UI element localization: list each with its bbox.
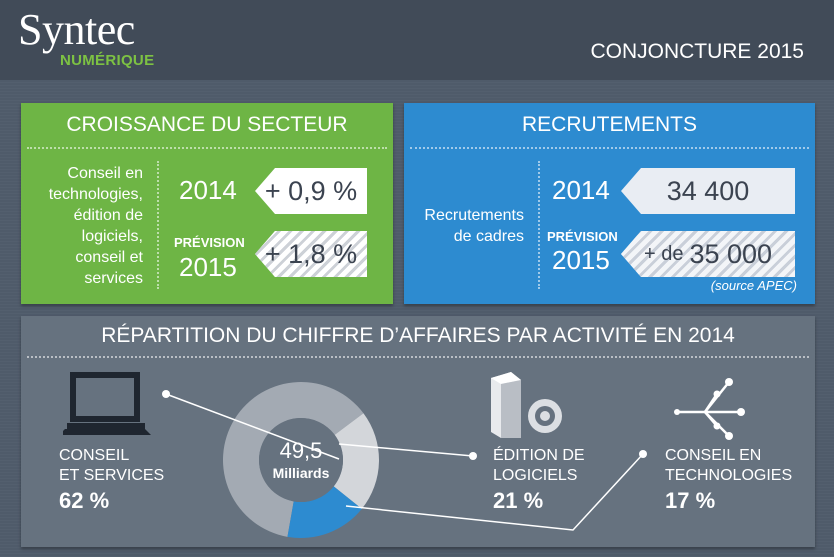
divider-vertical — [157, 161, 159, 289]
activity-pct-conseil-services: 62 % — [59, 488, 110, 513]
divider — [27, 147, 387, 149]
recrutements-title: RECRUTEMENTS — [521, 113, 697, 136]
connector-technologies — [345, 453, 644, 531]
description-line: conseil et — [75, 249, 143, 266]
activity-pct-edition: 21 % — [493, 488, 544, 513]
logo-subtitle: NUMÉRIQUE — [60, 52, 155, 69]
source-note: (source APEC) — [710, 278, 797, 293]
activity-label-technologies: CONSEIL EN TECHNOLOGIES — [665, 446, 792, 486]
growth-2014-value: + 0,9 % — [255, 168, 367, 214]
repartition-panel: RÉPARTITION DU CHIFFRE D’AFFAIRES PAR AC… — [21, 316, 815, 547]
connector-conseil-services — [165, 393, 340, 460]
label-line: ÉDITION DE — [493, 447, 585, 464]
activity-label-edition: ÉDITION DE LOGICIELS — [493, 446, 585, 486]
year-2015: 2015 — [552, 245, 610, 275]
description-line: services — [84, 270, 143, 287]
prevision-label: PRÉVISION — [174, 235, 245, 250]
connector-edition — [338, 443, 474, 457]
recruit-2014-value: 34 400 — [621, 168, 795, 214]
description-line: Recrutements — [424, 207, 524, 224]
label-line: TECHNOLOGIES — [665, 467, 793, 484]
laptop-icon — [63, 372, 151, 435]
description-line: Conseil en — [67, 165, 143, 182]
divider — [27, 356, 809, 358]
prevision-label: PRÉVISION — [547, 229, 618, 244]
recruit-2015-value: + de 35 000 — [621, 231, 795, 277]
page-title: CONJONCTURE 2015 — [590, 40, 804, 63]
value-number: 35 000 — [689, 238, 773, 269]
repartition-title: RÉPARTITION DU CHIFFRE D’AFFAIRES PAR AC… — [101, 324, 735, 347]
connector-lines — [162, 390, 647, 531]
year-2014: 2014 — [552, 175, 610, 205]
label-line: CONSEIL — [59, 447, 130, 464]
label-line: LOGICIELS — [493, 467, 578, 484]
logo-text: Syntec — [18, 5, 135, 54]
donut-hole — [259, 418, 343, 502]
slice-conseil-technologies — [287, 486, 362, 538]
croissance-title: CROISSANCE DU SECTEUR — [66, 113, 348, 136]
activity-label-conseil-services: CONSEIL ET SERVICES — [59, 446, 164, 486]
label-line: CONSEIL EN — [665, 447, 762, 464]
slice-conseil-services — [223, 382, 364, 537]
divider-vertical — [538, 161, 540, 289]
description-line: logiciels, — [81, 228, 143, 245]
growth-2015-value: + 1,8 % — [255, 231, 367, 277]
slice-edition-logiciels — [333, 413, 379, 509]
recrutements-description: Recrutements de cadres — [406, 205, 524, 247]
activity-pct-technologies: 17 % — [665, 488, 716, 513]
software-box-icon — [491, 372, 562, 438]
year-2014: 2014 — [179, 175, 237, 205]
header: Syntec NUMÉRIQUE CONJONCTURE 2015 — [0, 0, 834, 80]
network-icon — [674, 378, 745, 440]
croissance-panel: CROISSANCE DU SECTEUR Conseil en technol… — [21, 103, 393, 304]
label-line: ET SERVICES — [59, 467, 165, 484]
description-line: édition de — [73, 207, 143, 224]
recrutements-panel: RECRUTEMENTS Recrutements de cadres 2014… — [404, 103, 815, 304]
donut-center-unit: Milliards — [273, 465, 330, 481]
year-2015: 2015 — [179, 252, 237, 282]
description-line: technologies, — [48, 186, 143, 203]
value-prefix: + de — [643, 242, 684, 265]
description-line: de cadres — [453, 228, 524, 245]
divider — [410, 147, 809, 149]
croissance-description: Conseil en technologies, édition de logi… — [27, 163, 143, 289]
